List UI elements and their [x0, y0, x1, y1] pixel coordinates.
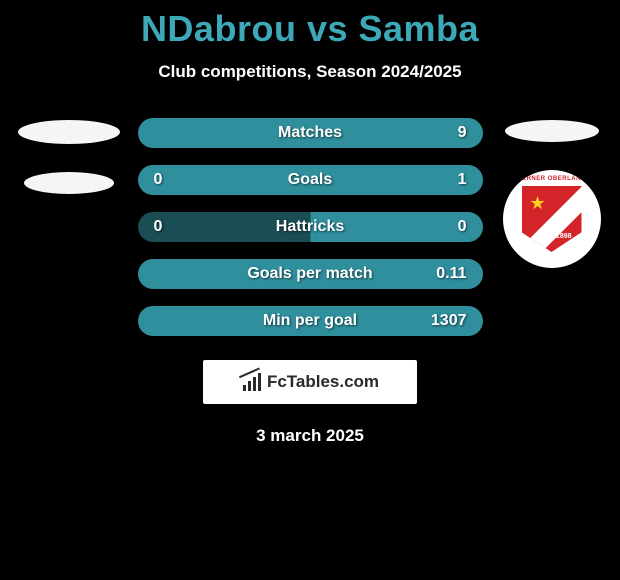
stat-left-value: 0 — [154, 218, 194, 236]
star-icon: ★ — [530, 194, 546, 212]
stat-right-value: 0 — [427, 218, 467, 236]
left-player-col — [14, 118, 124, 194]
stat-left-value: 0 — [154, 171, 194, 189]
source-badge: FcTables.com — [203, 360, 417, 404]
club-ring-text: BERNER OBERLAND — [517, 176, 586, 182]
main-row: Matches 9 0 Goals 1 0 Hattricks 0 Goals per matc… — [0, 118, 620, 336]
stat-right-value: 1307 — [427, 312, 467, 330]
stats-column: Matches 9 0 Goals 1 0 Hattricks 0 Goals per matc… — [138, 118, 483, 336]
stat-right-value: 1 — [427, 171, 467, 189]
stat-row: Goals per match 0.11 — [138, 259, 483, 289]
club-shield-stripe — [512, 185, 595, 268]
stat-right-value: 0.11 — [427, 265, 467, 283]
chart-icon — [241, 373, 263, 391]
stat-right-value: 9 — [427, 124, 467, 142]
source-text: FcTables.com — [267, 372, 379, 392]
stat-label: Goals — [288, 171, 332, 189]
stat-label: Goals per match — [247, 265, 372, 283]
comparison-card: NDabrou vs Samba Club competitions, Seas… — [0, 0, 620, 446]
stat-row: Min per goal 1307 — [138, 306, 483, 336]
stat-row: 0 Hattricks 0 — [138, 212, 483, 242]
club-right-badge: BERNER OBERLAND ★ 1898 — [503, 170, 601, 268]
right-player-col: BERNER OBERLAND ★ 1898 — [497, 118, 607, 268]
date-label: 3 march 2025 — [0, 426, 620, 446]
club-shield: ★ 1898 — [522, 186, 582, 252]
stat-label: Matches — [278, 124, 342, 142]
stat-row: Matches 9 — [138, 118, 483, 148]
player-right-avatar-placeholder — [505, 120, 599, 142]
club-founding-year: 1898 — [556, 233, 572, 240]
page-title: NDabrou vs Samba — [0, 8, 620, 50]
player-left-avatar-placeholder — [18, 120, 120, 144]
stat-label: Hattricks — [276, 218, 344, 236]
subtitle: Club competitions, Season 2024/2025 — [0, 62, 620, 82]
stat-row: 0 Goals 1 — [138, 165, 483, 195]
stat-label: Min per goal — [263, 312, 357, 330]
club-left-badge-placeholder — [24, 172, 114, 194]
